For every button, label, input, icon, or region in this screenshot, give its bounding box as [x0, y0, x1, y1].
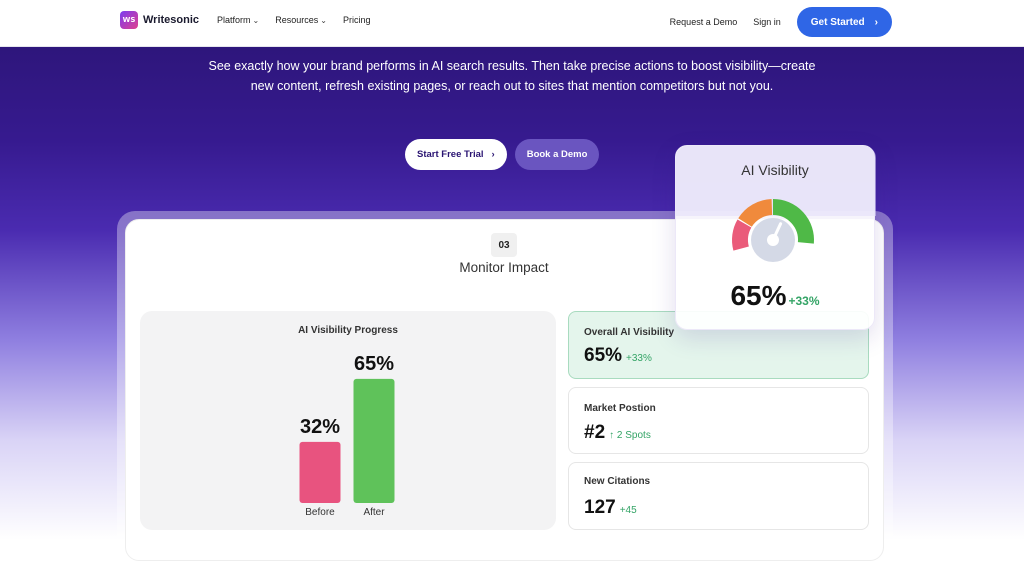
ai-visibility-title: AI Visibility — [741, 162, 809, 178]
metric-delta: +45 — [619, 505, 637, 516]
nav-actions: Request a Demo Sign in Get Started › — [670, 7, 892, 37]
logo-mark-icon: WS — [120, 11, 138, 29]
nav-pricing-label: Pricing — [342, 15, 371, 25]
metric-value-row: #2 ↑ 2 Spots — [584, 422, 651, 444]
metric-delta: 2 Spots — [616, 430, 651, 441]
get-started-button[interactable]: Get Started › — [796, 7, 892, 37]
bar-after — [353, 378, 395, 503]
bar-before — [299, 441, 341, 503]
metric-delta: +33% — [626, 353, 652, 364]
step-title: Monitor Impact — [459, 260, 549, 275]
metric-label: Overall AI Visibility — [584, 327, 675, 338]
bar-after-value: 65% — [354, 353, 394, 375]
ai-visibility-value: 65% — [730, 280, 787, 311]
chevron-down-icon: ⌄ — [252, 15, 260, 25]
metric-value: #2 — [584, 422, 606, 443]
bar-before-value: 32% — [300, 416, 340, 438]
metric-market-position: Market Postion #2 ↑ 2 Spots — [568, 387, 869, 454]
metric-new-citations: New Citations 127 +45 — [568, 462, 869, 530]
progress-bar-chart: 32% Before 65% After — [299, 353, 395, 518]
metric-value-row: 65% +33% — [584, 345, 652, 367]
metric-value: 127 — [584, 497, 616, 518]
start-free-trial-label: Start Free Trial — [417, 149, 484, 160]
nav-resources-label: Resources — [275, 15, 319, 25]
step-number: 03 — [491, 233, 517, 257]
chevron-down-icon: ⌄ — [320, 15, 327, 25]
top-navigation: WS Writesonic Platform ⌄ Resources ⌄ Pri… — [0, 0, 1024, 47]
book-demo-label: Book a Demo — [526, 149, 588, 160]
nav-platform-label: Platform — [217, 15, 251, 25]
visibility-progress-panel — [140, 311, 556, 530]
brand-name: Writesonic — [143, 14, 200, 26]
gauge-segment-high — [772, 199, 814, 244]
bar-before-label: Before — [305, 507, 335, 518]
sign-in-link[interactable]: Sign in — [753, 17, 781, 27]
gauge-needle — [771, 222, 783, 242]
metric-value: 65% — [584, 345, 623, 366]
request-demo-link[interactable]: Request a Demo — [669, 17, 738, 27]
book-demo-button[interactable]: Book a Demo — [514, 139, 600, 170]
writesonic-logo[interactable]: WS Writesonic — [120, 11, 199, 29]
hero-description: See exactly how your brand performs in A… — [208, 59, 816, 93]
ai-visibility-delta: +33% — [788, 294, 820, 308]
metric-label: Market Postion — [584, 403, 656, 414]
hero-actions: Start Free Trial › Book a Demo — [405, 139, 600, 170]
metric-value-row: 127 +45 — [584, 497, 637, 519]
nav-links: Platform ⌄ Resources ⌄ Pricing — [217, 15, 370, 25]
chevron-right-icon: › — [874, 16, 878, 28]
bar-after-label: After — [363, 507, 385, 518]
nav-platform[interactable]: Platform ⌄ — [217, 15, 259, 25]
start-free-trial-button[interactable]: Start Free Trial › — [405, 139, 507, 170]
gauge-segment-mid — [738, 199, 773, 228]
nav-pricing[interactable]: Pricing — [343, 15, 371, 25]
nav-resources[interactable]: Resources ⌄ — [275, 15, 327, 25]
visibility-gauge — [732, 199, 814, 262]
get-started-label: Get Started — [810, 16, 865, 28]
arrow-up-icon: ↑ — [609, 430, 615, 441]
chart-title: AI Visibility Progress — [298, 325, 398, 336]
gauge-segment-low — [732, 219, 752, 251]
chevron-right-icon: › — [491, 149, 495, 160]
metric-label: New Citations — [584, 476, 651, 487]
metric-delta-wrap: ↑ 2 Spots — [609, 430, 651, 441]
ai-visibility-value-row: 65% +33% — [675, 280, 875, 312]
